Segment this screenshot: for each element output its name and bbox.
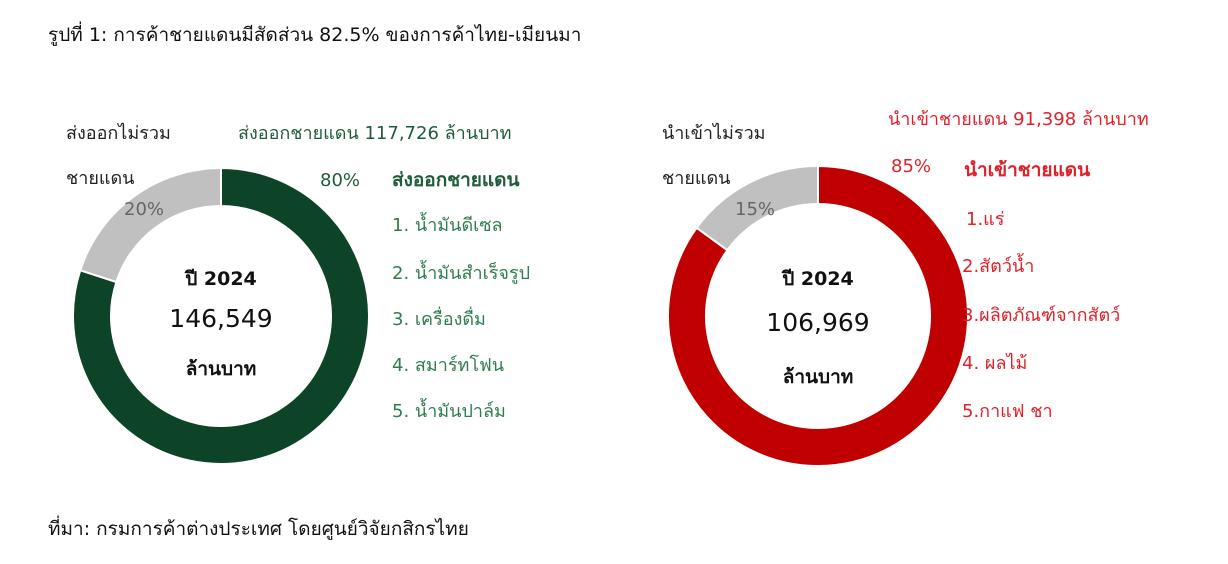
export-list-item: 5. น้ำมันปาล์ม	[392, 401, 506, 422]
export-non-border-slice	[78, 166, 222, 284]
import-center-unit: ล้านบาท	[782, 366, 854, 388]
export-non-border-percent: 20%	[124, 199, 165, 220]
import-list-item: 2.สัตว์น้ำ	[962, 256, 1035, 277]
import-non-border-label-line2: ชายแดน	[662, 168, 731, 189]
import-list-item: 1.แร่	[966, 209, 1005, 230]
figure-title: รูปที่ 1: การค้าชายแดนมีสัดส่วน 82.5% ขอ…	[48, 24, 582, 46]
import-center-year: ปี 2024	[782, 268, 854, 290]
export-center-value: 146,549	[169, 304, 273, 333]
import-non-border-label: นำเข้าไม่รวม	[662, 123, 766, 144]
export-non-border-label-line2: ชายแดน	[66, 168, 135, 189]
import-list-item: 4. ผลไม้	[962, 353, 1028, 374]
export-center-year: ปี 2024	[185, 268, 257, 290]
export-border-slice	[72, 166, 370, 465]
export-non-border-label: ส่งออกไม่รวม	[66, 123, 171, 144]
import-list-item: 5.กาแฟ ชา	[962, 401, 1053, 422]
import-border-amount: นำเข้าชายแดน 91,398 ล้านบาท	[888, 109, 1149, 130]
export-list-title: ส่งออกชายแดน	[392, 169, 520, 191]
import-list-title: นำเข้าชายแดน	[964, 159, 1091, 181]
import-center-value: 106,969	[766, 308, 870, 337]
export-center-unit: ล้านบาท	[185, 358, 257, 380]
import-non-border-slice	[695, 164, 819, 252]
import-border-slice	[667, 164, 969, 467]
export-list-item: 3. เครื่องดื่ม	[392, 309, 486, 330]
export-list-item: 2. น้ำมันสำเร็จรูป	[392, 263, 531, 284]
import-non-border-percent: 15%	[735, 199, 776, 220]
export-border-amount: ส่งออกชายแดน 117,726 ล้านบาท	[238, 123, 512, 144]
export-list-item: 1. น้ำมันดีเซล	[392, 215, 503, 236]
import-list-item: 3.ผลิตภัณฑ์จากสัตว์	[962, 305, 1121, 326]
import-border-percent: 85%	[891, 156, 932, 177]
export-border-percent: 80%	[320, 170, 361, 191]
source-note: ที่มา: กรมการค้าต่างประเทศ โดยศูนย์วิจัย…	[48, 518, 469, 540]
export-list-item: 4. สมาร์ทโฟน	[392, 355, 505, 376]
